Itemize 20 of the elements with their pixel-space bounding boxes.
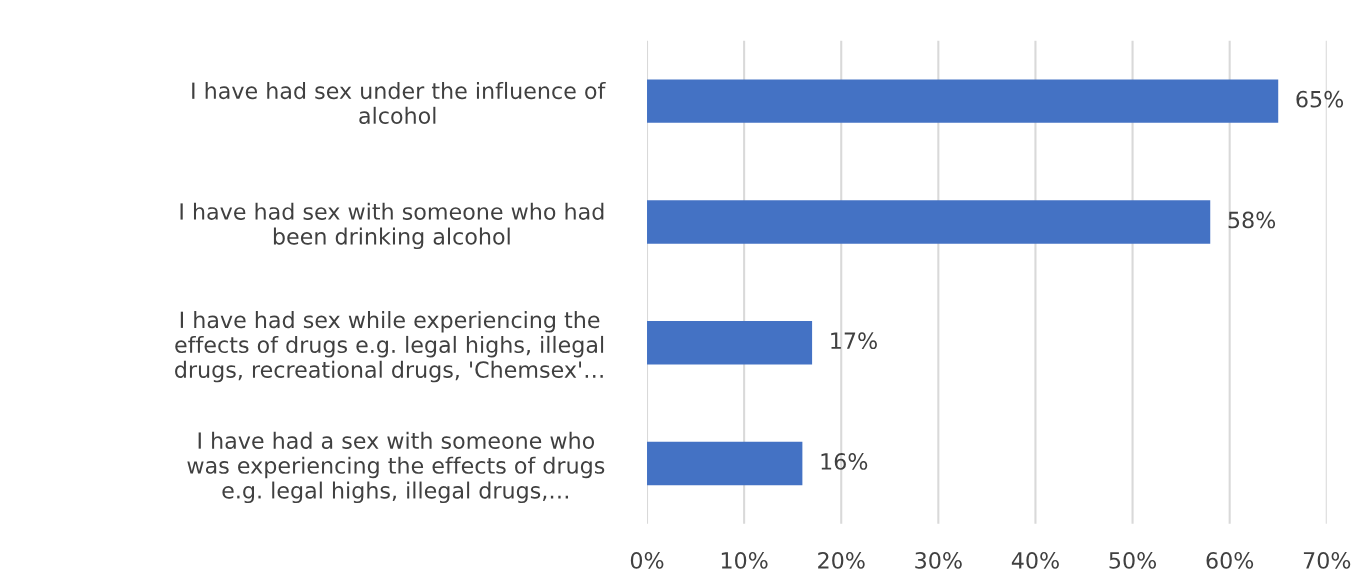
y-tick-label: I have had sex under the influence of alcohol (192, 81, 606, 125)
y-tick-label: I have had sex while experiencing the effects of drugs e.g. legal highs, illegal drugs, recreational drugs, 'Chemsex'… (175, 311, 604, 383)
data-label: 16% (821, 453, 868, 470)
x-tick-label: 10% (721, 551, 768, 569)
x-tick-label: 40% (1011, 551, 1059, 569)
bar (647, 320, 813, 365)
bar (647, 79, 1279, 123)
x-tick-label: 30% (915, 551, 962, 569)
y-tick-label: I have had sex with someone who had been drinking alcohol (180, 202, 604, 250)
bar (647, 441, 803, 486)
data-label: 17% (831, 332, 877, 350)
bar (647, 200, 1211, 244)
x-tick-label: 0% (630, 551, 664, 569)
x-tick-label: 60% (1206, 551, 1254, 569)
x-tick-label: 20% (818, 551, 865, 569)
y-tick-label: I have had a sex with someone who was experiencing the effects of drugs e.g. legal highs, illegal drugs,… (187, 431, 605, 504)
x-tick-label: 50% (1109, 551, 1157, 569)
x-tick-label: 70% (1303, 551, 1351, 569)
data-label: 65% (1296, 90, 1344, 108)
data-label: 58% (1228, 211, 1276, 229)
